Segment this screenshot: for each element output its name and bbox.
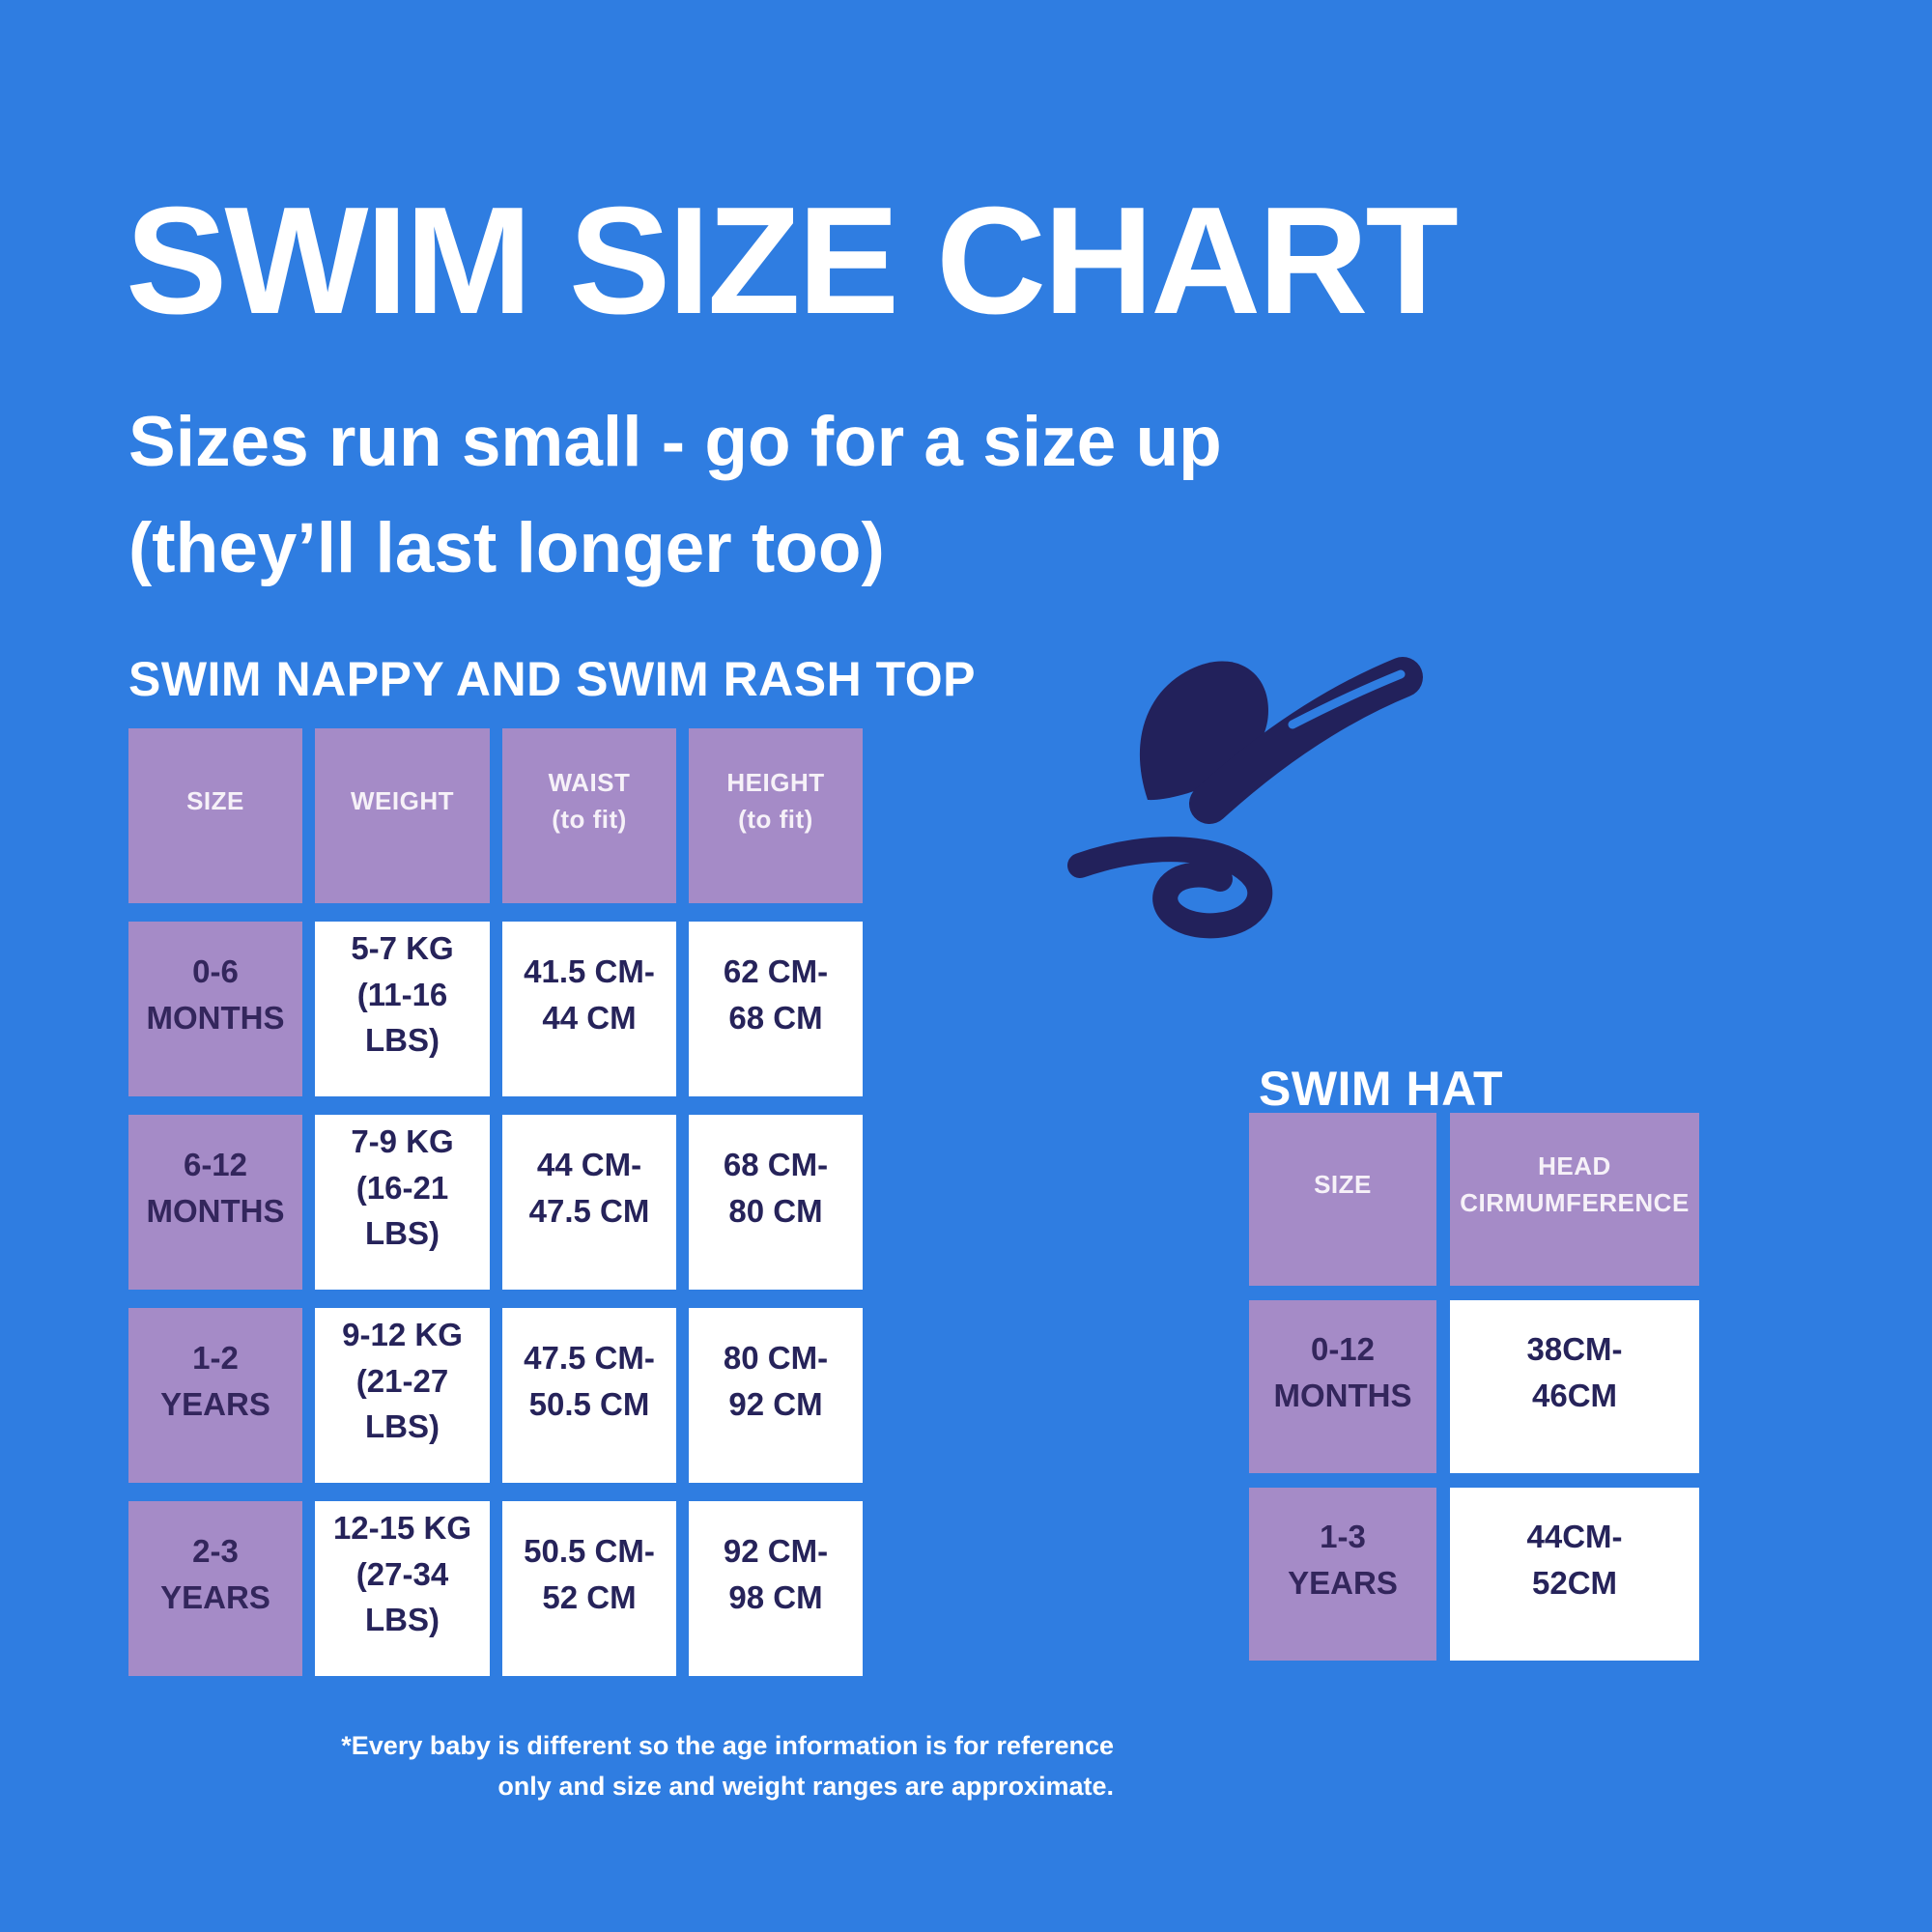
nappy-row4-height-cell: 92 CM- 98 CM — [689, 1501, 863, 1676]
nappy-header-size: SIZE — [128, 728, 302, 903]
nappy-row3-size-cell: 1-2 YEARS — [128, 1308, 302, 1483]
hat-table-section-title: SWIM HAT — [1259, 1061, 1504, 1116]
nappy-row2-height-cell: 68 CM- 80 CM — [689, 1115, 863, 1290]
nappy-row1-waist-cell: 41.5 CM- 44 CM — [502, 922, 676, 1096]
nappy-row4-size-cell: 2-3 YEARS — [128, 1501, 302, 1676]
nappy-row3-height-cell: 80 CM- 92 CM — [689, 1308, 863, 1483]
nappy-table-section-title: SWIM NAPPY AND SWIM RASH TOP — [128, 651, 977, 706]
hat-row1-size-cell: 0-12 MONTHS — [1249, 1300, 1436, 1473]
hat-header-head-circumference: HEAD CIRMUMFERENCE — [1450, 1113, 1699, 1286]
page-title: SWIM SIZE CHART — [126, 175, 1459, 346]
water-splash-icon — [1067, 657, 1423, 939]
nappy-row4-waist-cell: 50.5 CM- 52 CM — [502, 1501, 676, 1676]
nappy-row2-weight-cell: 7-9 KG (16-21 LBS) — [315, 1115, 490, 1290]
nappy-row1-weight-cell: 5-7 KG (11-16 LBS) — [315, 922, 490, 1096]
swim-hat-size-table: SIZE HEAD CIRMUMFERENCE 0-12 MONTHS 38CM… — [1249, 1113, 1699, 1661]
nappy-header-waist: WAIST (to fit) — [502, 728, 676, 903]
nappy-row4-weight-cell: 12-15 KG (27-34 LBS) — [315, 1501, 490, 1676]
hat-row2-size-cell: 1-3 YEARS — [1249, 1488, 1436, 1661]
nappy-header-weight: WEIGHT — [315, 728, 490, 903]
hat-row2-circumference-cell: 44CM- 52CM — [1450, 1488, 1699, 1661]
page-subtitle: Sizes run small - go for a size up (they… — [128, 403, 1222, 587]
hat-row1-circumference-cell: 38CM- 46CM — [1450, 1300, 1699, 1473]
nappy-row3-weight-cell: 9-12 KG (21-27 LBS) — [315, 1308, 490, 1483]
footnote: *Every baby is different so the age info… — [341, 1731, 1114, 1801]
nappy-row3-waist-cell: 47.5 CM- 50.5 CM — [502, 1308, 676, 1483]
swim-nappy-size-table: SIZE WEIGHT WAIST (to fit) HEIGHT (to fi… — [128, 728, 863, 1676]
nappy-row2-waist-cell: 44 CM- 47.5 CM — [502, 1115, 676, 1290]
nappy-row1-height-cell: 62 CM- 68 CM — [689, 922, 863, 1096]
hat-header-size: SIZE — [1249, 1113, 1436, 1286]
nappy-row2-size-cell: 6-12 MONTHS — [128, 1115, 302, 1290]
nappy-row1-size-cell: 0-6 MONTHS — [128, 922, 302, 1096]
nappy-header-height: HEIGHT (to fit) — [689, 728, 863, 903]
